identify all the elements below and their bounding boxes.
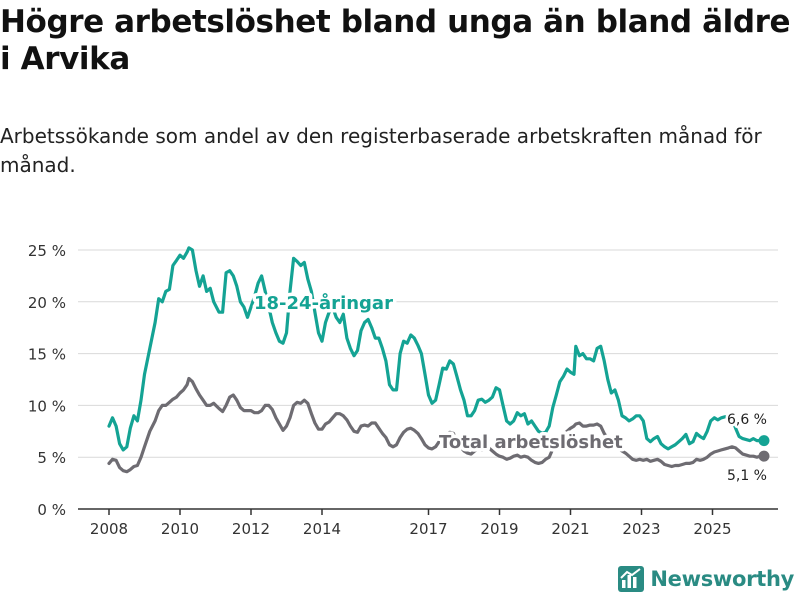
chart-title: Högre arbetslöshet bland unga än bland ä… (0, 4, 791, 77)
y-tick-label: 0 % (37, 501, 66, 519)
series-label-total-halo: Total arbetslöshet (439, 432, 623, 453)
series-line-total (107, 376, 766, 474)
y-tick-label: 20 % (28, 294, 66, 312)
y-axis: 0 % 5 % 10 % 15 % 20 % 25 % (28, 242, 66, 519)
x-axis: 2008 2010 2012 2014 2017 2019 2021 2023 2025 (78, 508, 778, 538)
end-label-youth: 6,6 % (727, 412, 767, 428)
x-tick-label: 2025 (693, 520, 731, 538)
gridlines (78, 249, 778, 458)
end-point-total (758, 450, 770, 462)
x-tick-label: 2019 (480, 520, 518, 538)
newsworthy-icon (618, 566, 645, 592)
end-point-youth (758, 435, 770, 447)
chart-subtitle: Arbetssökande som andel av den registerb… (0, 124, 762, 177)
series-label-youth: 18-24-åringar (254, 292, 393, 314)
brand-name: Newsworthy (650, 567, 794, 591)
end-label-total-halo: 5,1 % (727, 468, 767, 484)
y-tick-label: 15 % (28, 346, 66, 364)
x-tick-label: 2017 (409, 520, 447, 538)
x-tick-label: 2012 (232, 520, 270, 538)
x-tick-label: 2023 (622, 520, 660, 538)
series-line-youth (107, 246, 766, 452)
x-tick-label: 2010 (161, 520, 199, 538)
x-tick-label: 2008 (90, 520, 128, 538)
end-label-total: 5,1 % (727, 468, 767, 484)
series-label-total: Total arbetslöshet (439, 432, 623, 453)
series-label-youth-halo: 18-24-åringar (254, 292, 393, 314)
y-tick-label: 10 % (28, 397, 66, 415)
series-lines (107, 246, 770, 474)
end-label-youth-halo: 6,6 % (727, 412, 767, 428)
x-tick-label: 2014 (303, 520, 341, 538)
x-tick-label: 2021 (551, 520, 589, 538)
y-tick-label: 25 % (28, 242, 66, 260)
newsworthy-logo[interactable]: Newsworthy (618, 566, 794, 592)
y-tick-label: 5 % (37, 449, 66, 467)
